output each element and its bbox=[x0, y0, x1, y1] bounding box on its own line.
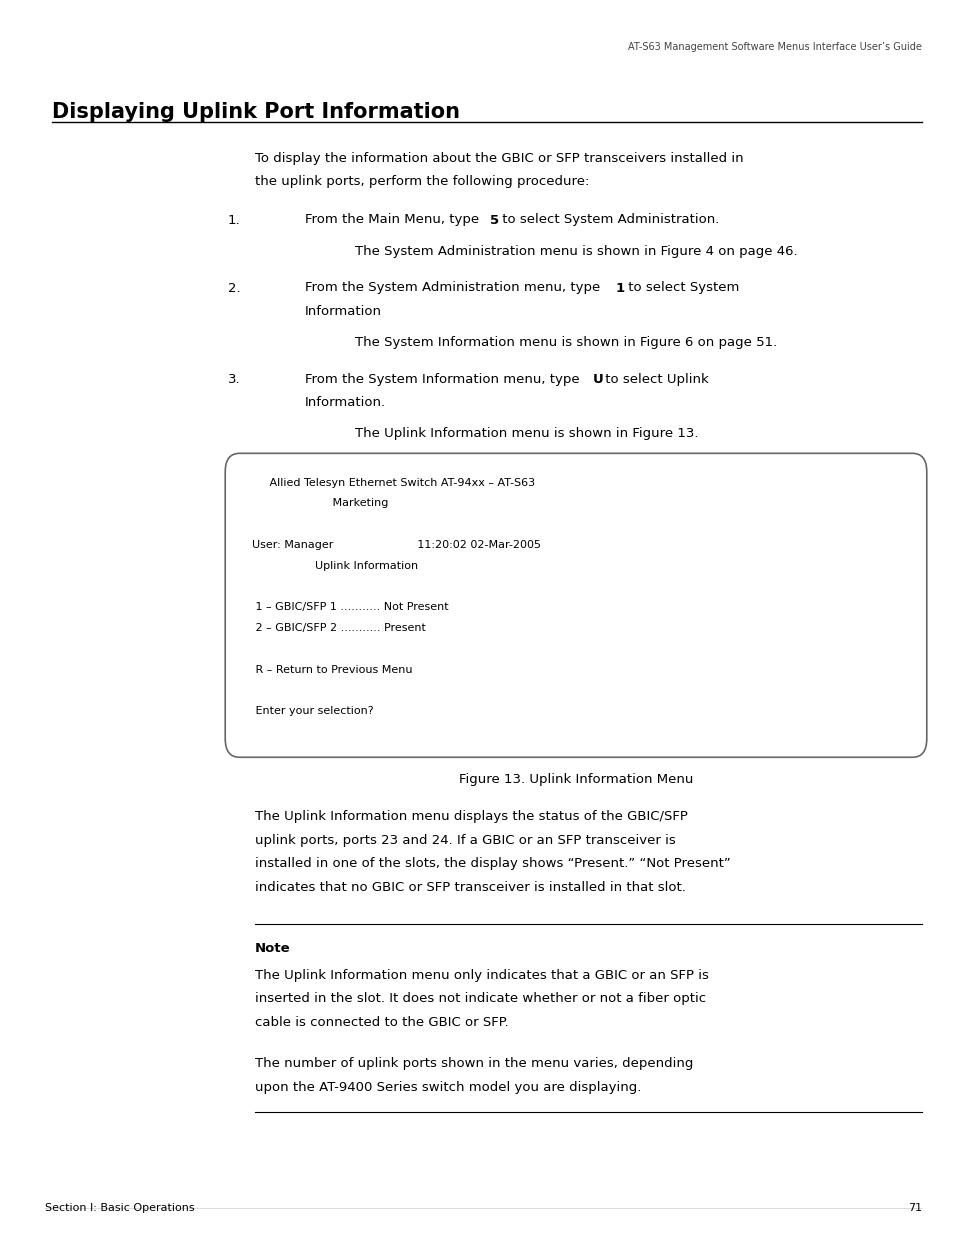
Text: cable is connected to the GBIC or SFP.: cable is connected to the GBIC or SFP. bbox=[254, 1015, 508, 1029]
Text: User: Manager                        11:20:02 02-Mar-2005: User: Manager 11:20:02 02-Mar-2005 bbox=[252, 540, 540, 550]
Text: Uplink Information: Uplink Information bbox=[252, 561, 417, 571]
Text: Allied Telesyn Ethernet Switch AT-94xx – AT-S63: Allied Telesyn Ethernet Switch AT-94xx –… bbox=[252, 478, 535, 488]
Text: to select System Administration.: to select System Administration. bbox=[497, 214, 719, 226]
Text: 1: 1 bbox=[615, 282, 624, 294]
Text: indicates that no GBIC or SFP transceiver is installed in that slot.: indicates that no GBIC or SFP transceive… bbox=[254, 881, 685, 894]
Text: From the Main Menu, type: From the Main Menu, type bbox=[305, 214, 483, 226]
Text: The System Information menu is shown in Figure 6 on page 51.: The System Information menu is shown in … bbox=[355, 336, 777, 350]
Text: installed in one of the slots, the display shows “Present.” “Not Present”: installed in one of the slots, the displ… bbox=[254, 857, 730, 871]
Text: Displaying Uplink Port Information: Displaying Uplink Port Information bbox=[52, 103, 459, 122]
Text: 2 – GBIC/SFP 2 ........... Present: 2 – GBIC/SFP 2 ........... Present bbox=[252, 624, 425, 634]
Text: Marketing: Marketing bbox=[252, 498, 388, 509]
Text: The Uplink Information menu is shown in Figure 13.: The Uplink Information menu is shown in … bbox=[355, 427, 698, 441]
Text: upon the AT-9400 Series switch model you are displaying.: upon the AT-9400 Series switch model you… bbox=[254, 1081, 640, 1094]
Text: The number of uplink ports shown in the menu varies, depending: The number of uplink ports shown in the … bbox=[254, 1057, 693, 1070]
Text: Figure 13. Uplink Information Menu: Figure 13. Uplink Information Menu bbox=[458, 773, 693, 787]
Text: AT-S63 Management Software Menus Interface User’s Guide: AT-S63 Management Software Menus Interfa… bbox=[627, 42, 921, 52]
Text: the uplink ports, perform the following procedure:: the uplink ports, perform the following … bbox=[254, 175, 589, 189]
Text: Enter your selection?: Enter your selection? bbox=[252, 706, 374, 716]
Text: 5: 5 bbox=[489, 214, 498, 226]
Text: Note: Note bbox=[254, 942, 291, 955]
Text: To display the information about the GBIC or SFP transceivers installed in: To display the information about the GBI… bbox=[254, 152, 742, 165]
Text: The Uplink Information menu only indicates that a GBIC or an SFP is: The Uplink Information menu only indicat… bbox=[254, 968, 708, 982]
Text: R – Return to Previous Menu: R – Return to Previous Menu bbox=[252, 664, 412, 674]
Text: The System Administration menu is shown in Figure 4 on page 46.: The System Administration menu is shown … bbox=[355, 245, 797, 258]
Text: From the System Administration menu, type: From the System Administration menu, typ… bbox=[305, 282, 604, 294]
Text: 1 – GBIC/SFP 1 ........... Not Present: 1 – GBIC/SFP 1 ........... Not Present bbox=[252, 603, 448, 613]
Text: From the System Information menu, type: From the System Information menu, type bbox=[305, 373, 583, 387]
FancyBboxPatch shape bbox=[225, 453, 925, 757]
Text: to select System: to select System bbox=[623, 282, 739, 294]
Text: The Uplink Information menu displays the status of the GBIC/SFP: The Uplink Information menu displays the… bbox=[254, 810, 687, 823]
Text: 1.: 1. bbox=[228, 214, 240, 226]
Text: inserted in the slot. It does not indicate whether or not a fiber optic: inserted in the slot. It does not indica… bbox=[254, 992, 705, 1005]
Text: 2.: 2. bbox=[228, 282, 240, 294]
Text: 3.: 3. bbox=[228, 373, 240, 387]
Text: Section I: Basic Operations: Section I: Basic Operations bbox=[45, 1203, 194, 1213]
Text: uplink ports, ports 23 and 24. If a GBIC or an SFP transceiver is: uplink ports, ports 23 and 24. If a GBIC… bbox=[254, 834, 675, 847]
Text: 71: 71 bbox=[907, 1203, 921, 1213]
Text: Information: Information bbox=[305, 305, 381, 317]
Text: U: U bbox=[593, 373, 603, 387]
Text: Information.: Information. bbox=[305, 396, 386, 410]
Text: to select Uplink: to select Uplink bbox=[600, 373, 708, 387]
